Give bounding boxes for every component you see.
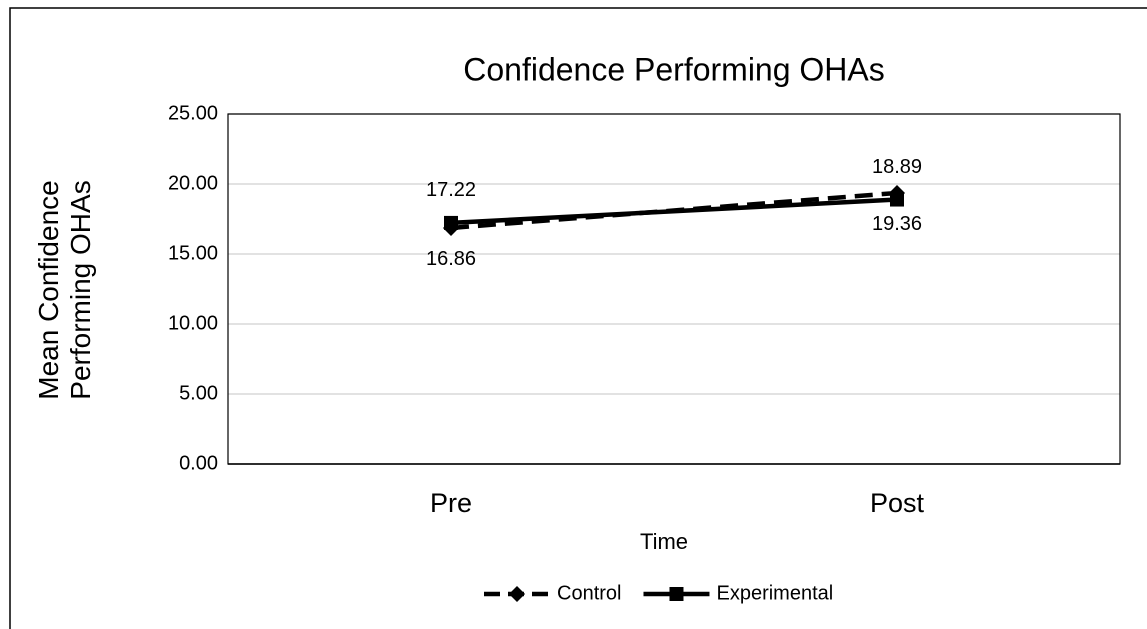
legend-label: Control — [557, 582, 621, 604]
y-tick-label: 10.00 — [168, 312, 218, 334]
data-label: 16.86 — [426, 248, 476, 270]
data-label: 19.36 — [872, 213, 922, 235]
x-axis-label: Time — [640, 529, 688, 554]
y-tick-label: 5.00 — [179, 382, 218, 404]
y-tick-label: 20.00 — [168, 172, 218, 194]
chart-title: Confidence Performing OHAs — [463, 51, 885, 87]
legend-marker — [509, 586, 525, 602]
data-point — [890, 192, 904, 207]
legend-label: Experimental — [716, 582, 833, 604]
x-tick-label: Post — [870, 488, 925, 518]
x-tick-label: Pre — [430, 488, 472, 518]
data-label: 18.89 — [872, 156, 922, 178]
legend-marker — [669, 587, 684, 601]
chart-frame — [9, 7, 1147, 629]
y-tick-label: 25.00 — [168, 102, 218, 124]
data-label: 17.22 — [426, 179, 476, 201]
y-axis-label: Mean Confidence Performing OHAs — [33, 180, 96, 400]
plot-frame — [227, 113, 1121, 465]
y-tick-label: 15.00 — [168, 242, 218, 264]
y-tick-label: 0.00 — [179, 452, 218, 474]
data-point — [444, 215, 458, 230]
series-line — [450, 197, 898, 226]
